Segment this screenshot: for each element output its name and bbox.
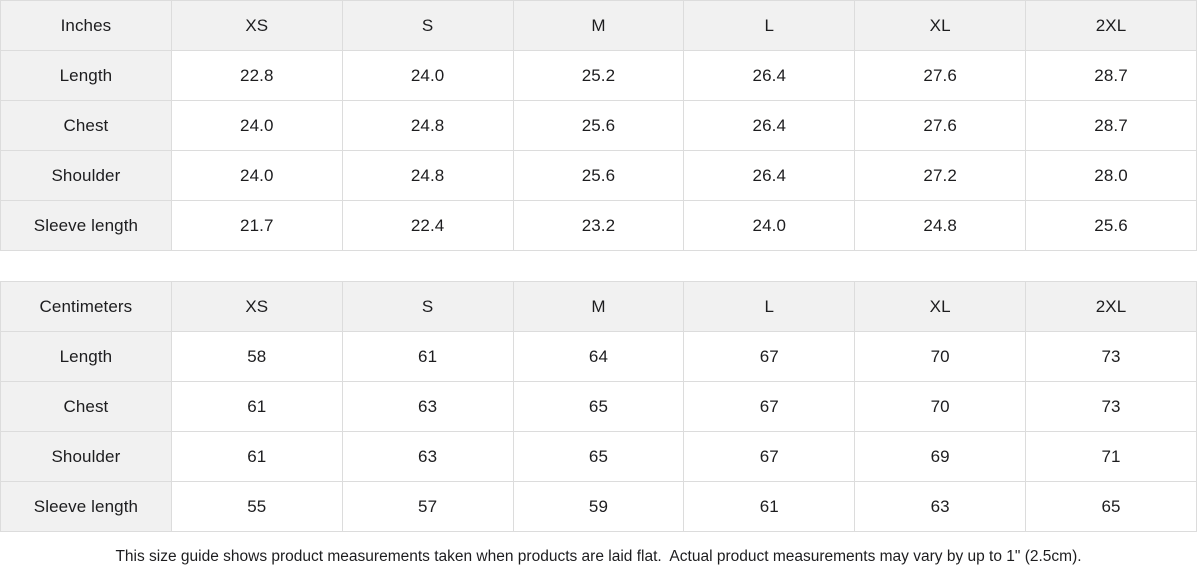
row-label-cell: Shoulder — [0, 150, 172, 201]
value-cell: 63 — [854, 481, 1027, 532]
value-cell: 65 — [512, 381, 685, 432]
value-cell: 63 — [341, 381, 514, 432]
table-row: Chest 61 63 65 67 70 73 — [0, 381, 1197, 432]
value-cell: 22.8 — [170, 50, 343, 101]
row-label-cell: Shoulder — [0, 431, 172, 482]
row-label-cell: Chest — [0, 381, 172, 432]
value-cell: 21.7 — [170, 200, 343, 251]
row-label-cell: Length — [0, 50, 172, 101]
value-cell: 65 — [512, 431, 685, 482]
value-cell: 58 — [170, 331, 343, 382]
value-cell: 61 — [683, 481, 856, 532]
table-gap-spacer — [0, 251, 1197, 281]
value-cell: 24.0 — [683, 200, 856, 251]
table-row: Sleeve length 55 57 59 61 63 65 — [0, 481, 1197, 532]
value-cell: 24.0 — [341, 50, 514, 101]
value-cell: 70 — [854, 381, 1027, 432]
value-cell: 24.8 — [341, 100, 514, 151]
size-header-cell: S — [341, 281, 514, 332]
value-cell: 24.8 — [341, 150, 514, 201]
size-header-cell: 2XL — [1025, 281, 1197, 332]
value-cell: 61 — [341, 331, 514, 382]
size-header-cell: M — [512, 0, 685, 51]
size-header-cell: M — [512, 281, 685, 332]
value-cell: 26.4 — [683, 50, 856, 101]
value-cell: 27.6 — [854, 50, 1027, 101]
size-header-cell: XS — [170, 281, 343, 332]
value-cell: 73 — [1025, 381, 1197, 432]
value-cell: 73 — [1025, 331, 1197, 382]
value-cell: 70 — [854, 331, 1027, 382]
size-header-cell: XL — [854, 281, 1027, 332]
row-label-cell: Length — [0, 331, 172, 382]
row-label-cell: Chest — [0, 100, 172, 151]
value-cell: 28.7 — [1025, 50, 1197, 101]
table-row: Shoulder 24.0 24.8 25.6 26.4 27.2 28.0 — [0, 150, 1197, 201]
table-header-row: Centimeters XS S M L XL 2XL — [0, 281, 1197, 332]
table-header-row: Inches XS S M L XL 2XL — [0, 0, 1197, 51]
value-cell: 63 — [341, 431, 514, 482]
value-cell: 25.2 — [512, 50, 685, 101]
size-guide-note: This size guide shows product measuremen… — [0, 532, 1197, 582]
value-cell: 28.0 — [1025, 150, 1197, 201]
table-row: Chest 24.0 24.8 25.6 26.4 27.6 28.7 — [0, 100, 1197, 151]
unit-header-cell: Centimeters — [0, 281, 172, 332]
size-header-cell: 2XL — [1025, 0, 1197, 51]
value-cell: 59 — [512, 481, 685, 532]
size-header-cell: XL — [854, 0, 1027, 51]
size-header-cell: L — [683, 281, 856, 332]
value-cell: 64 — [512, 331, 685, 382]
size-header-cell: L — [683, 0, 856, 51]
row-label-cell: Sleeve length — [0, 200, 172, 251]
table-row: Sleeve length 21.7 22.4 23.2 24.0 24.8 2… — [0, 200, 1197, 251]
value-cell: 25.6 — [1025, 200, 1197, 251]
value-cell: 24.8 — [854, 200, 1027, 251]
value-cell: 22.4 — [341, 200, 514, 251]
value-cell: 23.2 — [512, 200, 685, 251]
value-cell: 24.0 — [170, 100, 343, 151]
centimeters-table: Centimeters XS S M L XL 2XL Length 58 61… — [0, 281, 1197, 532]
table-row: Length 22.8 24.0 25.2 26.4 27.6 28.7 — [0, 50, 1197, 101]
value-cell: 27.2 — [854, 150, 1027, 201]
size-header-cell: XS — [170, 0, 343, 51]
value-cell: 26.4 — [683, 150, 856, 201]
value-cell: 27.6 — [854, 100, 1027, 151]
value-cell: 26.4 — [683, 100, 856, 151]
unit-header-cell: Inches — [0, 0, 172, 51]
size-header-cell: S — [341, 0, 514, 51]
value-cell: 67 — [683, 381, 856, 432]
value-cell: 67 — [683, 331, 856, 382]
value-cell: 71 — [1025, 431, 1197, 482]
value-cell: 67 — [683, 431, 856, 482]
value-cell: 24.0 — [170, 150, 343, 201]
inches-table: Inches XS S M L XL 2XL Length 22.8 24.0 … — [0, 0, 1197, 251]
table-row: Length 58 61 64 67 70 73 — [0, 331, 1197, 382]
value-cell: 25.6 — [512, 100, 685, 151]
value-cell: 28.7 — [1025, 100, 1197, 151]
value-cell: 25.6 — [512, 150, 685, 201]
value-cell: 55 — [170, 481, 343, 532]
value-cell: 61 — [170, 431, 343, 482]
value-cell: 61 — [170, 381, 343, 432]
value-cell: 69 — [854, 431, 1027, 482]
row-label-cell: Sleeve length — [0, 481, 172, 532]
value-cell: 57 — [341, 481, 514, 532]
table-row: Shoulder 61 63 65 67 69 71 — [0, 431, 1197, 482]
value-cell: 65 — [1025, 481, 1197, 532]
